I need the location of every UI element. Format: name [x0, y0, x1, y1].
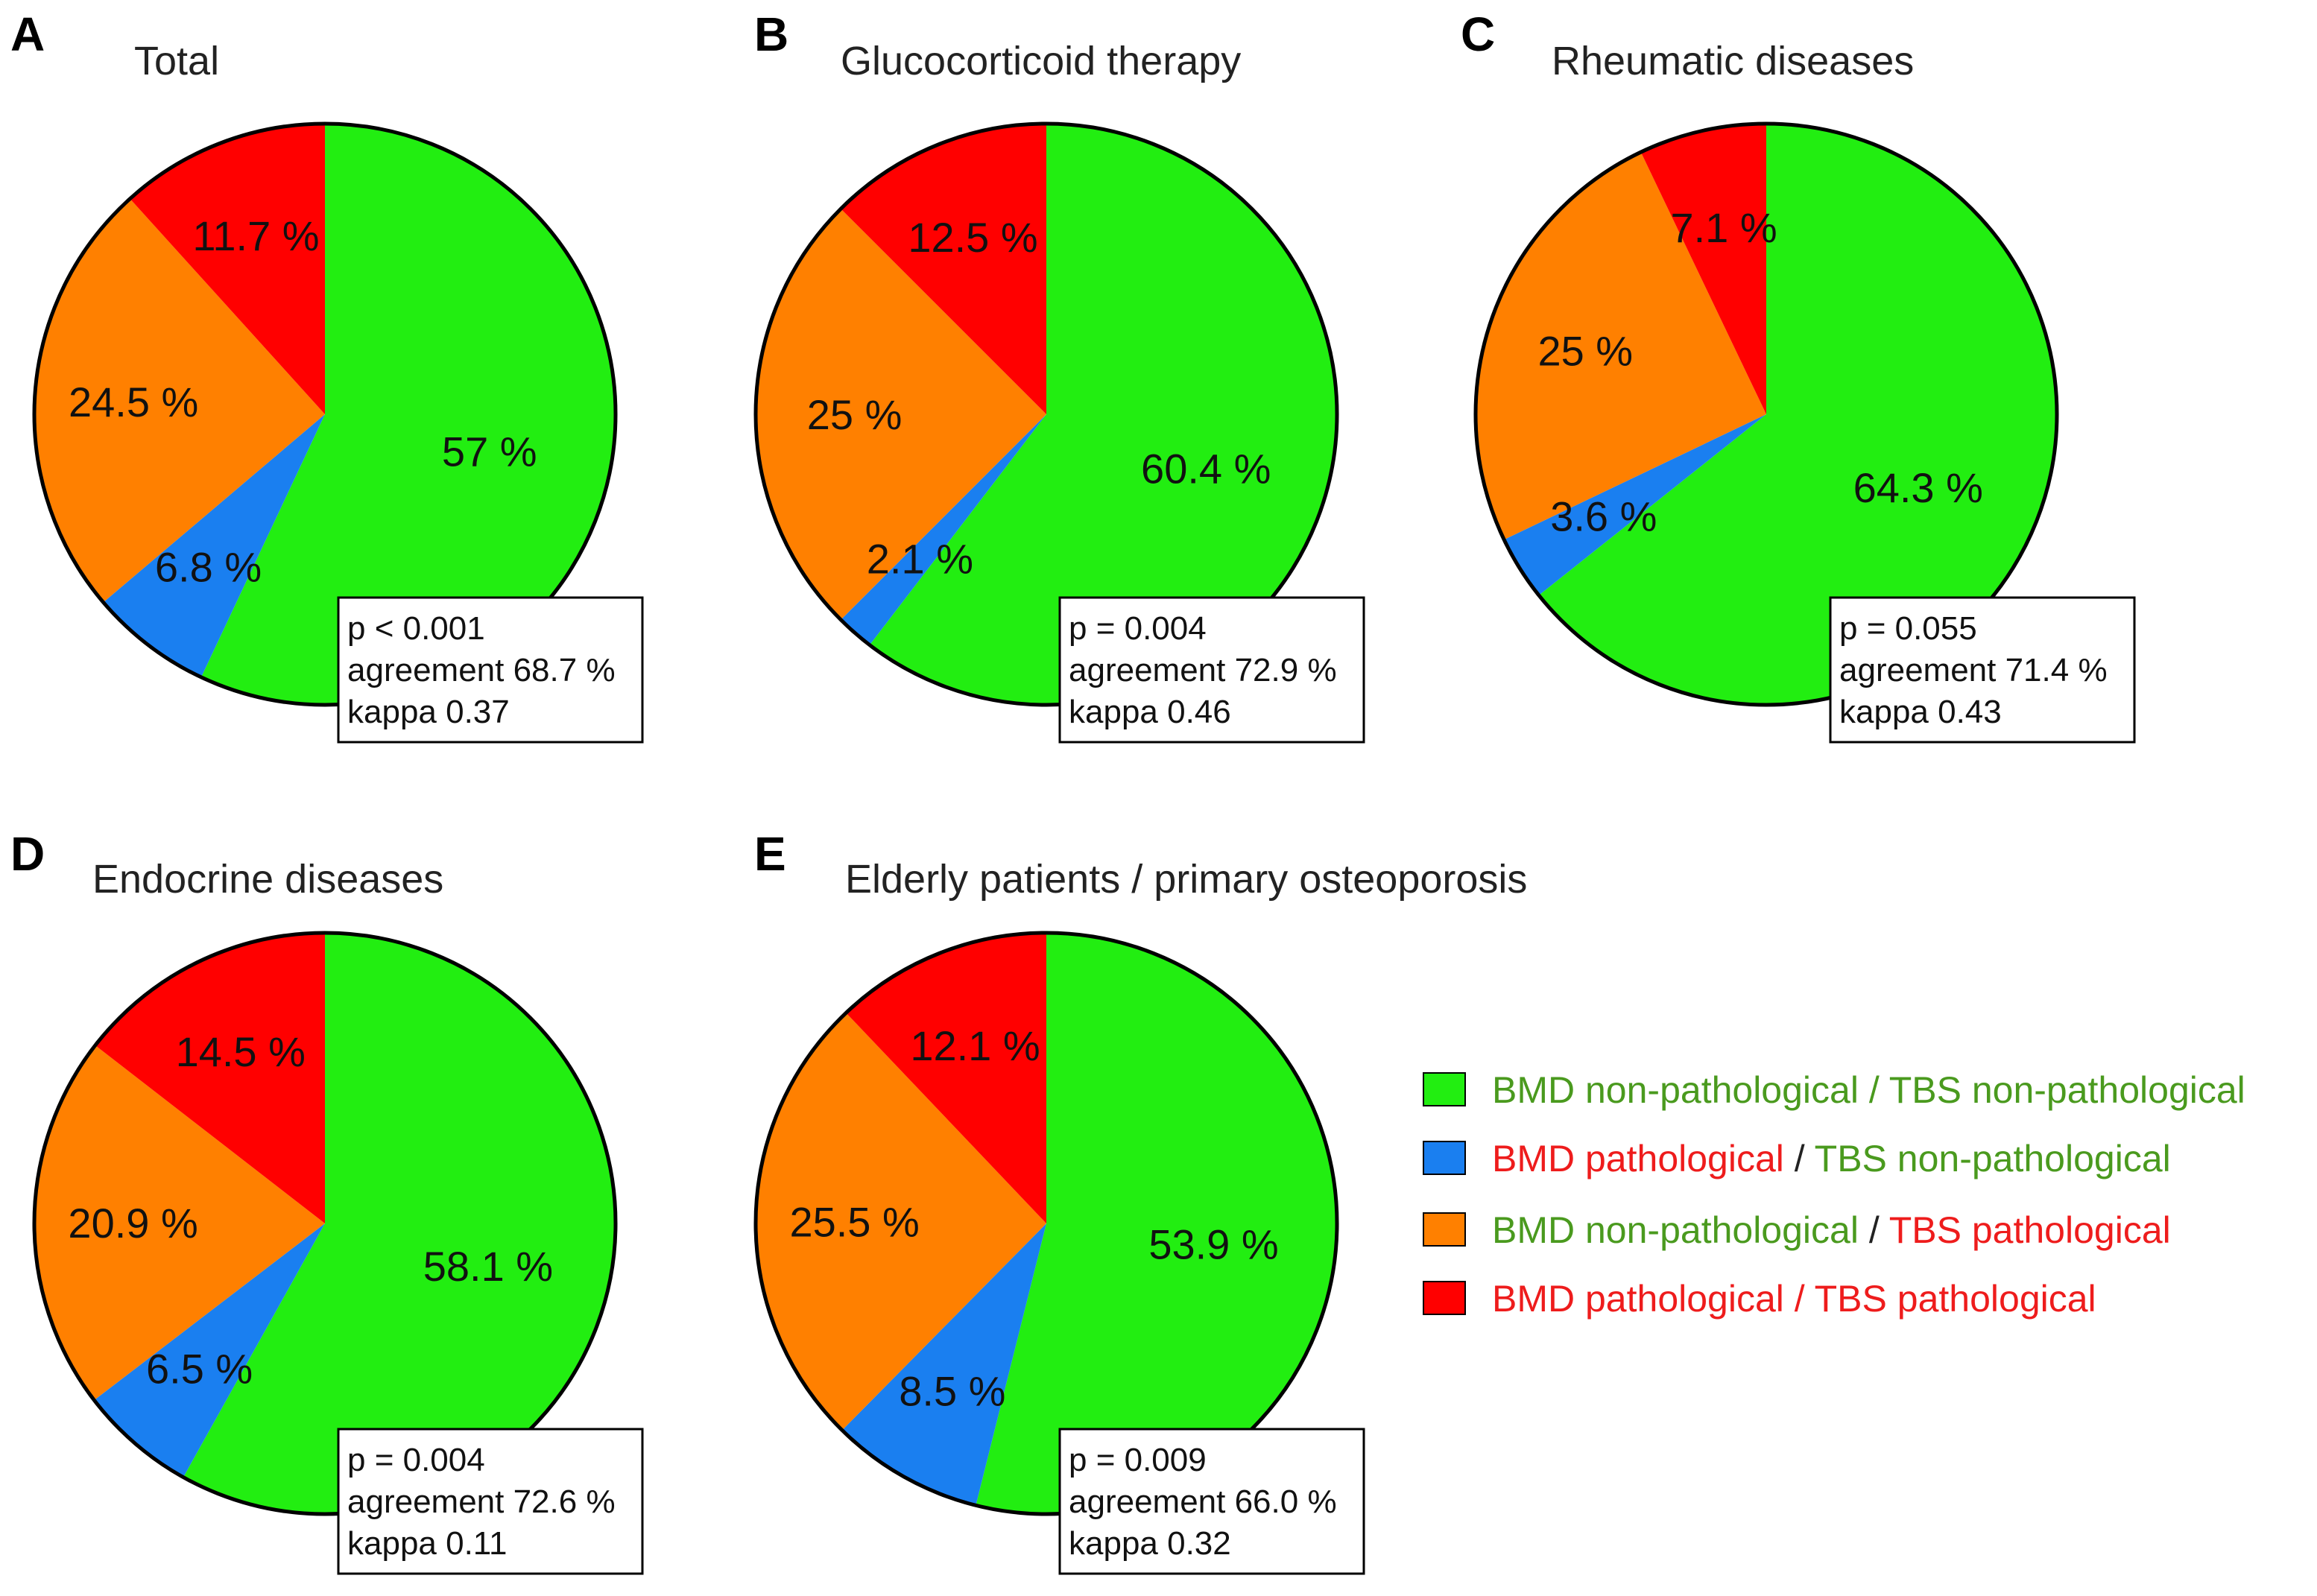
- pie: 58.1 % 6.5 % 20.9 % 14.5 %: [32, 931, 618, 1516]
- stats-box: p = 0.055 agreement 71.4 % kappa 0.43: [1829, 596, 2136, 744]
- legend-swatch: [1423, 1212, 1466, 1247]
- stat-agreement: agreement 71.4 %: [1839, 652, 2108, 688]
- stat-p-value: p = 0.004: [1069, 610, 1207, 647]
- pie-slice: [34, 1045, 325, 1401]
- pie-slice-label: 64.3 %: [1853, 464, 1983, 511]
- stat-agreement: agreement 68.7 %: [347, 652, 616, 688]
- pie-slice-label: 24.5 %: [69, 379, 198, 425]
- pie-slice-label: 25.5 %: [789, 1199, 919, 1246]
- stat-kappa: kappa 0.37: [347, 694, 510, 730]
- pie-slice: [34, 198, 325, 603]
- pie-slice: [841, 1223, 1046, 1506]
- pie-slice: [841, 124, 1046, 414]
- pie-slice: [95, 933, 326, 1223]
- panel-letter: D: [10, 827, 45, 881]
- panel-title: Glucocorticoid therapy: [841, 39, 1241, 83]
- legend-item: BMD non-pathological / TBS pathological: [1423, 1209, 2171, 1251]
- pie-slice-label: 11.7 %: [192, 212, 319, 259]
- pie-slice-label: 12.5 %: [908, 214, 1037, 261]
- pie-slice-label: 12.1 %: [910, 1022, 1040, 1069]
- panel-e: E Elderly patients / primary osteoporosi…: [753, 827, 1527, 1575]
- pie-slice-label: 53.9 %: [1148, 1221, 1278, 1268]
- pie-outline: [32, 121, 618, 707]
- pie-slice-label: 25 %: [807, 391, 903, 438]
- pie-slice: [756, 209, 1046, 620]
- panel-title: Endocrine diseases: [92, 857, 443, 902]
- legend-swatch: [1423, 1281, 1466, 1315]
- stats-box: p = 0.004 agreement 72.9 % kappa 0.46: [1058, 596, 1365, 744]
- legend-swatch: [1423, 1072, 1466, 1106]
- pie-slice: [869, 124, 1338, 705]
- panel-a: A Total 57 % 6.8 % 24.5 % 11.7 % p < 0.001 …: [10, 7, 644, 744]
- stat-agreement: agreement 66.0 %: [1069, 1483, 1337, 1520]
- pie-slice-label: 58.1 %: [423, 1243, 553, 1290]
- pie-slice-label: 3.6 %: [1550, 493, 1657, 540]
- panel-title: Rheumatic diseases: [1552, 39, 1914, 83]
- pie: 64.3 % 3.6 % 25 % 7.1 %: [1473, 121, 2059, 707]
- stat-kappa: kappa 0.32: [1069, 1525, 1231, 1562]
- pie-slice-label: 57 %: [442, 428, 537, 475]
- panel-b: B Glucocorticoid therapy 60.4 % 2.1 % 25 %…: [753, 7, 1365, 744]
- pie-outline: [753, 121, 1339, 707]
- panel-c: C Rheumatic diseases 64.3 % 3.6 % 25 % 7.1 …: [1461, 7, 2136, 744]
- pie-slice-label: 8.5 %: [899, 1367, 1005, 1414]
- legend-swatch: [1423, 1141, 1466, 1175]
- legend-label: BMD non-pathological / TBS non-pathologi…: [1492, 1069, 2245, 1111]
- pie-slice-label: 25 %: [1537, 327, 1633, 374]
- legend-label: BMD pathological / TBS pathological: [1492, 1278, 2096, 1320]
- pie-slice-label: 6.8 %: [155, 543, 262, 590]
- pie-slice-label: 2.1 %: [867, 536, 973, 583]
- panel-letter: B: [754, 7, 788, 61]
- pie-slice-label: 7.1 %: [1670, 204, 1777, 251]
- pie-slice: [1640, 124, 1766, 414]
- stat-kappa: kappa 0.11: [347, 1525, 507, 1562]
- pie-outline: [1473, 121, 2059, 707]
- pie: 57 % 6.8 % 24.5 % 11.7 %: [32, 121, 618, 707]
- pie-slice-label: 6.5 %: [146, 1346, 253, 1393]
- pie-slice: [841, 414, 1046, 645]
- pie-slice: [976, 933, 1337, 1514]
- panel-letter: C: [1461, 7, 1495, 61]
- stat-agreement: agreement 72.6 %: [347, 1483, 616, 1520]
- stats-box: p = 0.009 agreement 66.0 % kappa 0.32: [1058, 1428, 1365, 1575]
- legend-label: BMD non-pathological / TBS pathological: [1492, 1209, 2171, 1251]
- stats-box: p < 0.001 agreement 68.7 % kappa 0.37: [337, 596, 644, 744]
- panel-d: D Endocrine diseases 58.1 % 6.5 % 20.9 % 14…: [10, 827, 644, 1575]
- pie-slice: [130, 124, 326, 414]
- pie-slice: [1538, 124, 2058, 705]
- stat-p-value: p = 0.004: [347, 1442, 485, 1478]
- panel-title: Elderly patients / primary osteoporosis: [845, 857, 1527, 902]
- pie: 60.4 % 2.1 % 25 % 12.5 %: [753, 121, 1339, 707]
- pie: 53.9 % 8.5 % 25.5 % 12.1 %: [753, 931, 1339, 1516]
- legend-item: BMD non-pathological / TBS non-pathologi…: [1423, 1069, 2245, 1111]
- pie-slice-label: 20.9 %: [68, 1200, 197, 1247]
- stat-p-value: p = 0.055: [1839, 610, 1977, 647]
- legend-label: BMD pathological / TBS non-pathological: [1492, 1138, 2171, 1179]
- stat-kappa: kappa 0.46: [1069, 694, 1231, 730]
- stat-p-value: p = 0.009: [1069, 1442, 1207, 1478]
- legend-item: BMD pathological / TBS pathological: [1423, 1278, 2096, 1320]
- pie-slice: [94, 1223, 325, 1478]
- pie-slice: [103, 414, 326, 677]
- pie-outline: [753, 931, 1339, 1516]
- pie-outline: [32, 931, 618, 1516]
- stat-agreement: agreement 72.9 %: [1069, 652, 1337, 688]
- pie-slice: [756, 1013, 1046, 1431]
- pie-slice: [200, 124, 616, 706]
- stat-p-value: p < 0.001: [347, 610, 485, 647]
- pie-slice: [846, 933, 1046, 1223]
- pie-slice-label: 14.5 %: [176, 1028, 306, 1075]
- stat-kappa: kappa 0.43: [1839, 694, 2002, 730]
- pie-slice: [1476, 152, 1766, 540]
- pie-slice: [1504, 414, 1766, 595]
- stats-box: p = 0.004 agreement 72.6 % kappa 0.11: [337, 1428, 644, 1575]
- pie-slice-label: 60.4 %: [1141, 446, 1271, 493]
- legend: BMD non-pathological / TBS non-pathologi…: [1423, 1069, 2245, 1320]
- legend-item: BMD pathological / TBS non-pathological: [1423, 1138, 2171, 1179]
- panel-title: Total: [134, 39, 219, 83]
- pie-slice: [183, 933, 616, 1514]
- panel-letter: E: [754, 827, 786, 881]
- panel-letter: A: [10, 7, 45, 61]
